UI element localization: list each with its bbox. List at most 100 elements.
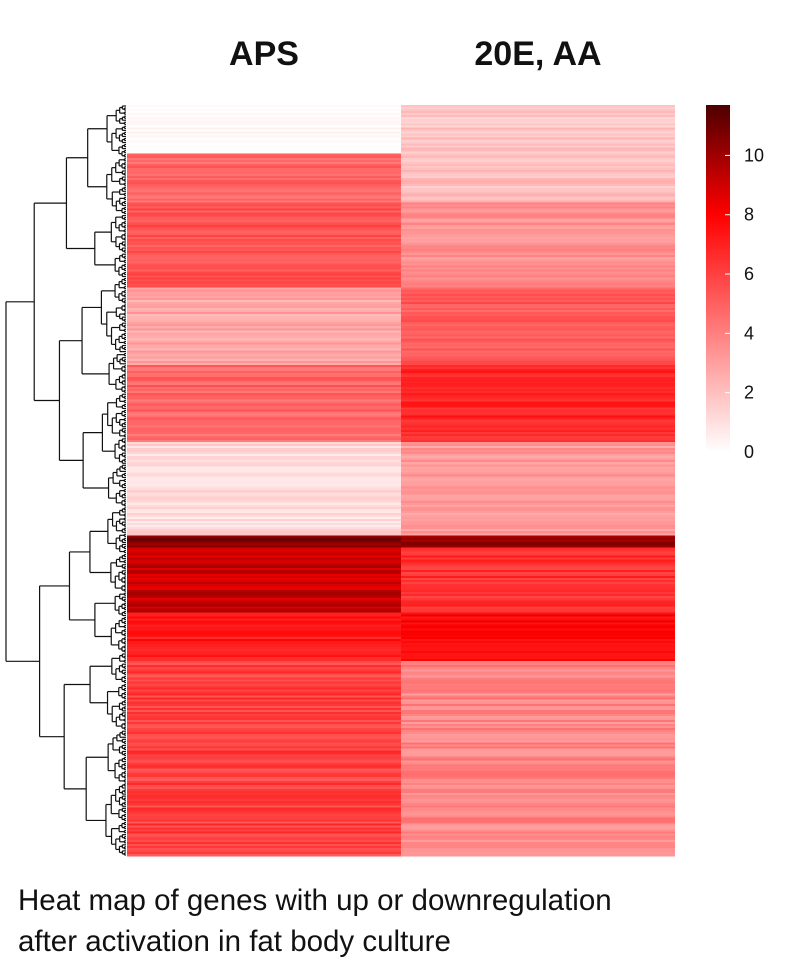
heatmap-cell [401, 409, 675, 413]
heatmap-cell [127, 113, 401, 116]
heatmap-cell [401, 705, 675, 709]
heatmap-cell [401, 224, 675, 228]
heatmap-cell [401, 196, 675, 199]
heatmap-cell [401, 608, 675, 611]
heatmap-cell [401, 425, 675, 429]
heatmap-cell [127, 287, 401, 291]
heatmap-cell [127, 506, 401, 510]
heatmap-cell [401, 190, 675, 193]
heatmap-cell [401, 167, 675, 171]
heatmap-cell [401, 125, 675, 128]
heatmap-cell [127, 644, 401, 648]
heatmap-cell [127, 529, 401, 532]
heatmap-cell [401, 279, 675, 283]
heatmap-cell [127, 853, 401, 857]
heatmap-cell [127, 194, 401, 197]
heatmap-cell [401, 277, 675, 281]
heatmap-cell [401, 117, 675, 120]
heatmap-cell [401, 362, 675, 366]
heatmap-cell [401, 821, 675, 825]
heatmap-cell [127, 543, 401, 547]
heatmap-cell [127, 109, 401, 112]
heatmap-cell [401, 123, 675, 126]
heatmap-cell [127, 161, 401, 165]
heatmap-cell [127, 786, 401, 790]
heatmap-cell [401, 778, 675, 782]
heatmap-cell [127, 537, 401, 540]
heatmap-cell [401, 376, 675, 380]
heatmap-cell [401, 259, 675, 262]
heatmap-cell [401, 381, 675, 384]
heatmap-cell [127, 630, 401, 634]
heatmap-cell [401, 301, 675, 305]
heatmap-cell [127, 220, 401, 224]
heatmap-cell [401, 178, 675, 181]
heatmap-cell [401, 236, 675, 240]
caption-line-2: after activation in fat body culture [18, 925, 451, 958]
heatmap-cell [127, 389, 401, 392]
legend-tick-label: 8 [744, 205, 754, 225]
heatmap-cell [127, 669, 401, 672]
heatmap-cell [127, 799, 401, 802]
heatmap-cell [127, 464, 401, 467]
heatmap-cell [127, 486, 401, 490]
heatmap-cell [127, 310, 401, 313]
heatmap-cell [127, 159, 401, 163]
heatmap-cell [401, 831, 675, 835]
heatmap-cell [127, 579, 401, 583]
heatmap-cell [401, 176, 675, 179]
heatmap-cell [401, 385, 675, 388]
heatmap-cell [127, 415, 401, 419]
heatmap-cell [127, 169, 401, 173]
heatmap-cell [401, 750, 675, 754]
heatmap-cell [401, 204, 675, 208]
heatmap-cell [127, 131, 401, 135]
heatmap-cell [127, 184, 401, 187]
heatmap-cell [401, 403, 675, 406]
heatmap-cell [127, 441, 401, 445]
heatmap-cell [401, 687, 675, 691]
heatmap-cell [127, 332, 401, 335]
heatmap-cell [401, 330, 675, 333]
heatmap-cell [127, 531, 401, 534]
heatmap-cell [127, 807, 401, 810]
heatmap-cell [127, 795, 401, 798]
heatmap-cell [127, 139, 401, 143]
heatmap-cell [401, 547, 675, 551]
heatmap-cell [401, 851, 675, 855]
heatmap-cell [401, 843, 675, 847]
heatmap-cell [401, 504, 675, 508]
heatmap-cell [401, 646, 675, 650]
heatmap-cell [401, 429, 675, 433]
heatmap-cell [401, 145, 675, 149]
heatmap-cell [401, 537, 675, 540]
heatmap-cell [401, 693, 675, 697]
heatmap-cell [401, 535, 675, 538]
heatmap-cell [127, 758, 401, 762]
heatmap-cell [401, 681, 675, 685]
heatmap-cell [127, 508, 401, 512]
heatmap-cell [127, 417, 401, 421]
heatmap-cell [127, 510, 401, 514]
heatmap-cell [401, 523, 675, 526]
heatmap-cell [127, 456, 401, 459]
heatmap-cell [401, 579, 675, 583]
heatmap-cell [127, 657, 401, 660]
heatmap-cell [401, 358, 675, 362]
heatmap-cell [401, 427, 675, 431]
legend-tick-label: 2 [744, 383, 754, 403]
heatmap-cell [401, 543, 675, 547]
heatmap-cell [127, 370, 401, 374]
heatmap-cell [401, 336, 675, 340]
heatmap-cell [401, 620, 675, 624]
heatmap-cell [401, 249, 675, 252]
heatmap-cell [127, 632, 401, 636]
heatmap-cell [127, 665, 401, 668]
heatmap-cell [127, 157, 401, 161]
heatmap-cell [127, 705, 401, 709]
heatmap-cell [127, 620, 401, 624]
heatmap-cell [401, 356, 675, 360]
heatmap-cell [401, 303, 675, 307]
heatmap-cell [127, 734, 401, 737]
heatmap-cell [127, 793, 401, 796]
